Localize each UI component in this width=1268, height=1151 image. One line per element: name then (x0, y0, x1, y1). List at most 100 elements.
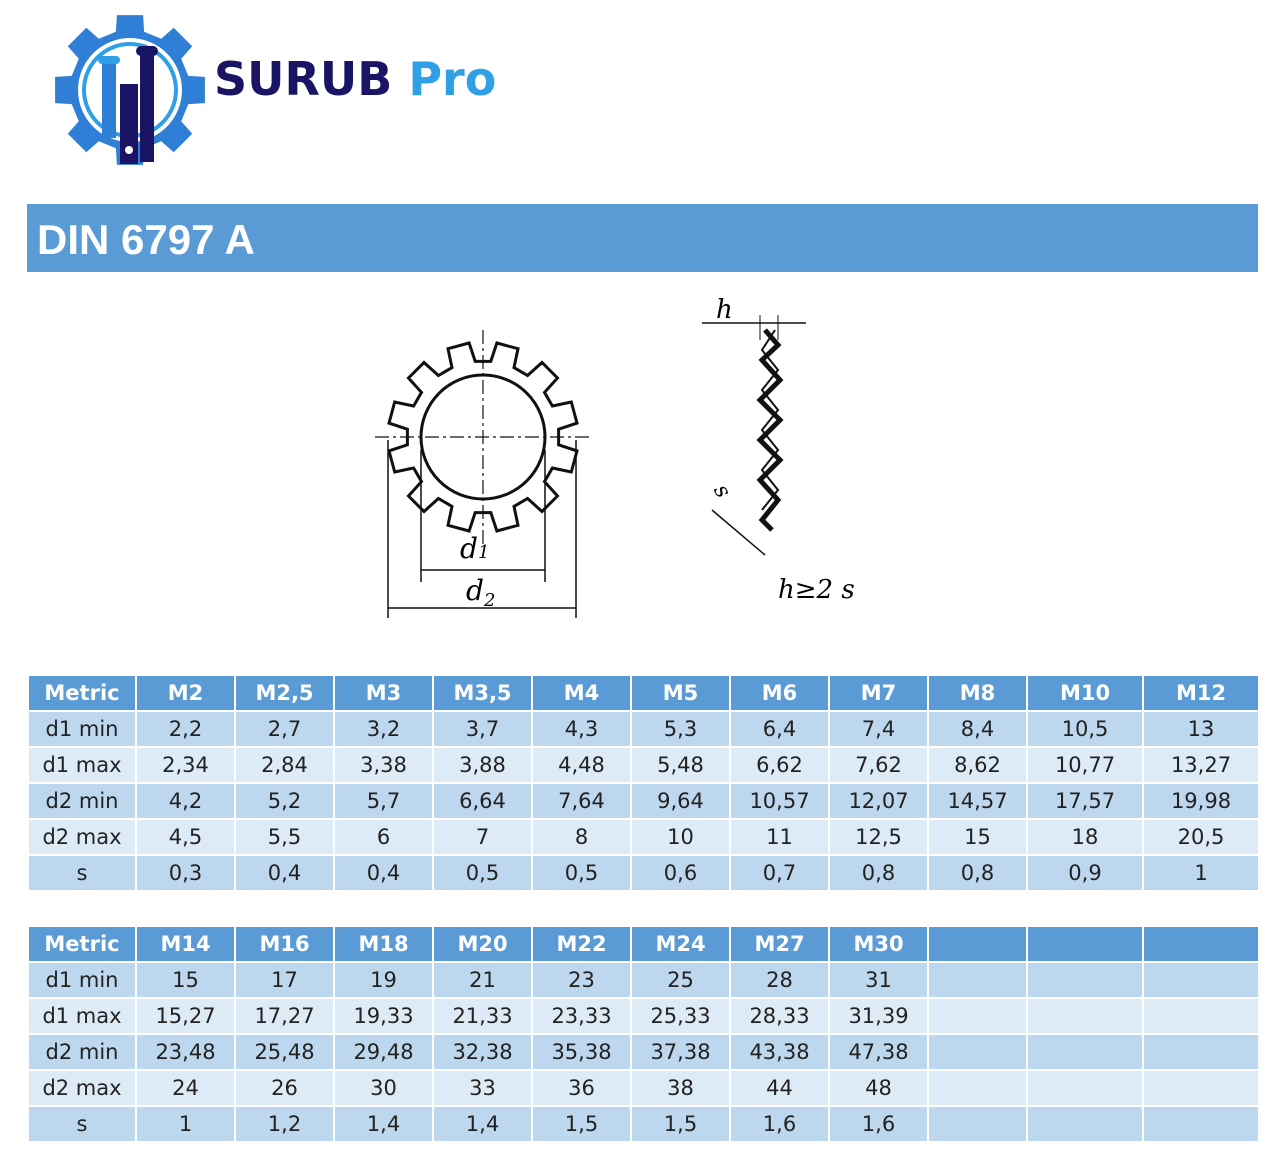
table-cell: 12,5 (828, 818, 929, 856)
column-header: M2,5 (234, 674, 335, 712)
table-cell: 0,6 (630, 854, 731, 892)
table-cell: 6,4 (729, 710, 830, 748)
table-cell: 5,3 (630, 710, 731, 748)
table-cell: 23 (531, 961, 632, 999)
table-cell: 0,8 (828, 854, 929, 892)
table-cell: 28,33 (729, 997, 830, 1035)
table-row: d1 max 15,27 17,27 19,33 21,33 23,33 25,33 28,3… (27, 997, 1260, 1035)
table-cell: 4,3 (531, 710, 632, 748)
table-cell: 44 (729, 1069, 830, 1107)
table-cell: 5,7 (333, 782, 434, 820)
column-header: M2 (135, 674, 236, 712)
table-cell: 15 (135, 961, 236, 999)
table-cell: 6 (333, 818, 434, 856)
table-cell: 7,62 (828, 746, 929, 784)
table-cell (1142, 1069, 1260, 1107)
table-cell: d1 max (27, 997, 137, 1035)
table-cell: 15,27 (135, 997, 236, 1035)
s-label: s (708, 480, 735, 502)
table-cell: 19 (333, 961, 434, 999)
table-row: d1 max 2,34 2,84 3,38 3,88 4,48 5,48 6,62 7,62 8,… (27, 746, 1260, 784)
brand-name: SURUB Pro (214, 52, 496, 106)
table-cell: 31,39 (828, 997, 929, 1035)
column-header: M14 (135, 925, 236, 963)
table-cell: 33 (432, 1069, 533, 1107)
table-row: d1 min 15 17 19 21 23 25 28 31 (27, 961, 1260, 999)
table-cell: 23,48 (135, 1033, 236, 1071)
table-cell: 3,2 (333, 710, 434, 748)
table-cell (927, 997, 1028, 1035)
table-cell: 3,7 (432, 710, 533, 748)
table-cell (1142, 1105, 1260, 1143)
table-cell: 25,33 (630, 997, 731, 1035)
table-cell: 36 (531, 1069, 632, 1107)
table-cell (927, 1069, 1028, 1107)
table-cell (1026, 1069, 1144, 1107)
table-cell: 20,5 (1142, 818, 1260, 856)
table-cell: 6,62 (729, 746, 830, 784)
table-cell: 2,7 (234, 710, 335, 748)
table-cell: 25,48 (234, 1033, 335, 1071)
column-header: M20 (432, 925, 533, 963)
table-cell: 10,5 (1026, 710, 1144, 748)
washer-diagram: d1 d2 h s h≥2 s (375, 295, 855, 618)
table-cell: 10 (630, 818, 731, 856)
table-cell: 35,38 (531, 1033, 632, 1071)
table-cell: 47,38 (828, 1033, 929, 1071)
table-cell (1142, 961, 1260, 999)
table-cell: 31 (828, 961, 929, 999)
table-cell: s (27, 1105, 137, 1143)
table-cell: d1 max (27, 746, 137, 784)
table-cell: 10,57 (729, 782, 830, 820)
table-row: s 0,3 0,4 0,4 0,5 0,5 0,6 0,7 0,8 0,8 0,9 1 (27, 854, 1260, 892)
table-cell: 21 (432, 961, 533, 999)
table-cell (1026, 961, 1144, 999)
table-cell: 14,57 (927, 782, 1028, 820)
table-cell: 26 (234, 1069, 335, 1107)
table-cell: d1 min (27, 961, 137, 999)
table-cell: 0,4 (333, 854, 434, 892)
table-cell: d1 min (27, 710, 137, 748)
table-cell: 21,33 (432, 997, 533, 1035)
title-bar: DIN 6797 A (27, 204, 1258, 272)
h-label: h (716, 295, 733, 325)
table-cell: d2 min (27, 782, 137, 820)
table-cell: 9,64 (630, 782, 731, 820)
logo-icon (55, 15, 205, 165)
table-cell: 2,34 (135, 746, 236, 784)
table-cell: 38 (630, 1069, 731, 1107)
table-cell: 3,38 (333, 746, 434, 784)
table-cell: 7,64 (531, 782, 632, 820)
d2-label: d2 (466, 574, 495, 611)
table-cell: 4,48 (531, 746, 632, 784)
table-cell: 7 (432, 818, 533, 856)
dimensions-table-2: Metric M14 M16 M18 M20 M22 M24 M27 M30 d1 min 15 17… (27, 925, 1260, 1143)
table-cell: s (27, 854, 137, 892)
page-title: DIN 6797 A (37, 216, 255, 263)
table-cell: 0,3 (135, 854, 236, 892)
table-cell: 11 (729, 818, 830, 856)
table-cell: 1,6 (729, 1105, 830, 1143)
table-cell: 8,62 (927, 746, 1028, 784)
table-cell: 17 (234, 961, 335, 999)
table-cell: 3,88 (432, 746, 533, 784)
table-cell: 37,38 (630, 1033, 731, 1071)
table-cell: 15 (927, 818, 1028, 856)
table-cell: 23,33 (531, 997, 632, 1035)
column-header: M3,5 (432, 674, 533, 712)
table-cell: 48 (828, 1069, 929, 1107)
dimensions-table-1: Metric M2 M2,5 M3 M3,5 M4 M5 M6 M7 M8 M10 M12 d1 min… (27, 674, 1260, 892)
table-cell: 1,4 (333, 1105, 434, 1143)
column-header: M10 (1026, 674, 1144, 712)
table-cell: 1,4 (432, 1105, 533, 1143)
table-cell: 10,77 (1026, 746, 1144, 784)
column-header (1142, 925, 1260, 963)
table-cell: 2,2 (135, 710, 236, 748)
table-cell: 1,6 (828, 1105, 929, 1143)
table-row: d2 max 24 26 30 33 36 38 44 48 (27, 1069, 1260, 1107)
column-header: M27 (729, 925, 830, 963)
table-cell: 4,5 (135, 818, 236, 856)
column-header: M4 (531, 674, 632, 712)
table-cell: 12,07 (828, 782, 929, 820)
column-header: M18 (333, 925, 434, 963)
